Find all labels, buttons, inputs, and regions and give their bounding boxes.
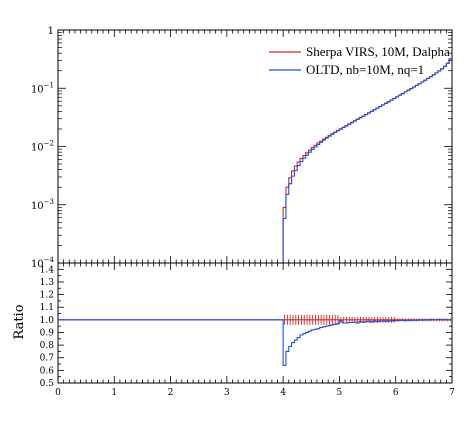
y-tick-label: 10−2 [31, 140, 54, 154]
y-tick-label: 1.1 [40, 303, 54, 313]
y-tick-label: 0.7 [40, 354, 55, 364]
ratio-y-axis-label: Ratio [12, 304, 27, 339]
y-tick-exponent: −4 [44, 256, 55, 264]
series-line-oltd [282, 58, 452, 263]
y-tick-label: 1.4 [40, 265, 55, 275]
ratio-axis-ticks [57, 262, 453, 384]
legend: Sherpa VIRS, 10M, Dalpha OLTD, nb=10M, n… [269, 44, 450, 77]
y-tick-label: 0.5 [40, 379, 55, 389]
ratio-series-lines [58, 314, 452, 366]
x-tick-label: 2 [168, 388, 174, 398]
series-line-sherpa [282, 58, 452, 263]
ratio-line-oltd [58, 318, 452, 366]
main-series-lines [282, 58, 452, 263]
y-tick-label: 1.2 [40, 291, 54, 301]
y-tick-label: 1.0 [40, 316, 55, 326]
ratio-plot-frame [57, 262, 453, 384]
x-tick-label: 3 [224, 388, 230, 398]
main-y-tick-labels: 110−110−210−310−4 [31, 26, 55, 270]
x-tick-labels: 0 1 2 3 4 5 6 7 [55, 388, 455, 398]
y-tick-exponent: −1 [44, 81, 54, 89]
x-tick-label: 5 [337, 388, 343, 398]
legend-label-oltd: OLTD, nb=10M, nq=1 [306, 62, 424, 77]
y-tick-exponent: −2 [44, 140, 54, 148]
y-tick-label: 10−1 [31, 81, 54, 95]
x-tick-label: 4 [280, 388, 286, 398]
x-tick-label: 1 [111, 388, 117, 398]
legend-label-sherpa: Sherpa VIRS, 10M, Dalpha [306, 44, 450, 59]
y-tick-exponent: −3 [44, 198, 54, 206]
ratio-y-tick-labels: 1.4 1.3 1.2 1.1 1.0 0.9 0.8 0.7 0.6 0.5 [40, 265, 55, 389]
y-tick-label: 0.8 [40, 341, 55, 351]
x-tick-label: 0 [55, 388, 61, 398]
x-tick-label: 6 [393, 388, 399, 398]
y-tick-label: 1.3 [40, 278, 55, 288]
y-tick-label: 0.6 [40, 366, 55, 376]
y-tick-label: 1 [48, 26, 54, 37]
y-tick-label: 0.9 [40, 328, 55, 338]
x-tick-label: 7 [449, 388, 455, 398]
y-tick-label: 10−3 [31, 198, 54, 212]
